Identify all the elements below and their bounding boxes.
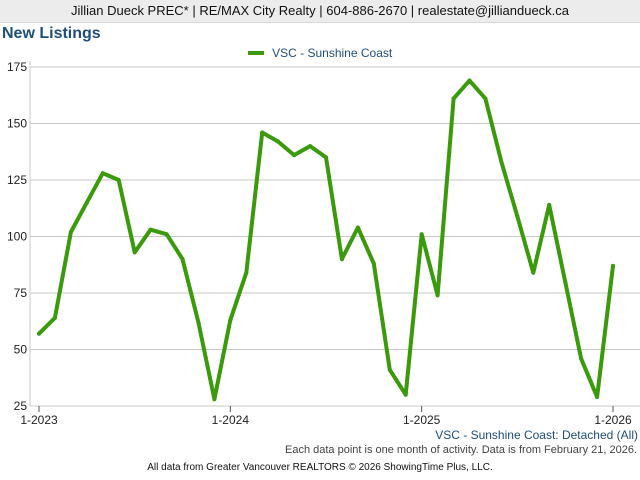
page-title: New Listings bbox=[2, 25, 101, 42]
data-point bbox=[435, 293, 440, 298]
data-point bbox=[595, 394, 600, 399]
data-point bbox=[37, 331, 41, 336]
legend-swatch bbox=[247, 50, 264, 55]
series-line-vsc bbox=[37, 78, 615, 402]
data-point bbox=[116, 178, 121, 182]
data-point bbox=[228, 318, 233, 323]
x-tick-label: 1-2026 bbox=[594, 413, 632, 427]
data-point bbox=[324, 155, 328, 160]
data-point bbox=[579, 356, 584, 361]
data-point bbox=[164, 232, 169, 237]
y-tick-label: 175 bbox=[7, 60, 27, 74]
data-point bbox=[148, 227, 153, 232]
data-point bbox=[260, 130, 265, 135]
y-tick-label: 50 bbox=[14, 343, 28, 357]
y-tick-label: 25 bbox=[14, 399, 28, 413]
data-point bbox=[68, 229, 73, 234]
data-point bbox=[292, 153, 297, 158]
data-point bbox=[355, 225, 360, 230]
data-point bbox=[212, 397, 217, 402]
data-note: Each data point is one month of activity… bbox=[285, 444, 637, 456]
data-point bbox=[52, 315, 57, 320]
legend: VSC - Sunshine Coast bbox=[0, 45, 640, 61]
data-point bbox=[563, 279, 568, 284]
header-bar: Jillian Dueck PREC* | RE/MAX City Realty… bbox=[0, 0, 640, 23]
data-point bbox=[100, 171, 105, 176]
data-point bbox=[276, 139, 281, 144]
footer: All data from Greater Vancouver REALTORS… bbox=[147, 462, 493, 473]
y-tick-label: 100 bbox=[7, 230, 27, 244]
data-point bbox=[499, 159, 504, 164]
y-tick-label: 150 bbox=[7, 117, 27, 131]
data-point bbox=[451, 96, 456, 101]
data-point bbox=[244, 270, 249, 275]
data-point bbox=[483, 96, 488, 101]
chart-subtitle: VSC - Sunshine Coast: Detached (All) bbox=[435, 428, 638, 442]
data-point bbox=[419, 232, 424, 237]
data-point bbox=[547, 202, 552, 207]
y-tick-label: 75 bbox=[14, 286, 28, 300]
data-point bbox=[339, 257, 344, 262]
data-point bbox=[308, 144, 313, 149]
data-point bbox=[515, 214, 520, 219]
data-point bbox=[371, 261, 376, 266]
header-contact-text: Jillian Dueck PREC* | RE/MAX City Realty… bbox=[70, 3, 570, 18]
data-point bbox=[611, 263, 615, 268]
legend-label: VSC - Sunshine Coast bbox=[272, 46, 393, 60]
y-tick-label: 125 bbox=[7, 173, 27, 187]
x-tick-label: 1-2025 bbox=[403, 413, 441, 427]
data-point bbox=[84, 200, 89, 205]
data-point bbox=[403, 392, 408, 397]
data-point bbox=[387, 367, 392, 372]
data-point bbox=[132, 250, 137, 255]
data-point bbox=[196, 320, 201, 325]
data-point bbox=[531, 270, 536, 275]
data-point bbox=[180, 257, 185, 262]
x-tick-label: 1-2024 bbox=[212, 413, 250, 427]
data-point bbox=[467, 78, 472, 83]
x-tick-label: 1-2023 bbox=[20, 413, 58, 427]
